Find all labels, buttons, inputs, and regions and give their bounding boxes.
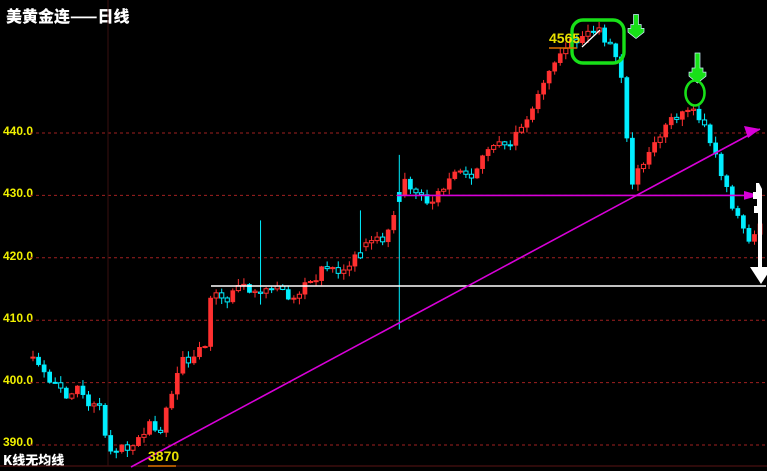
- svg-text:3870: 3870: [148, 448, 179, 464]
- svg-text:4565: 4565: [549, 30, 580, 46]
